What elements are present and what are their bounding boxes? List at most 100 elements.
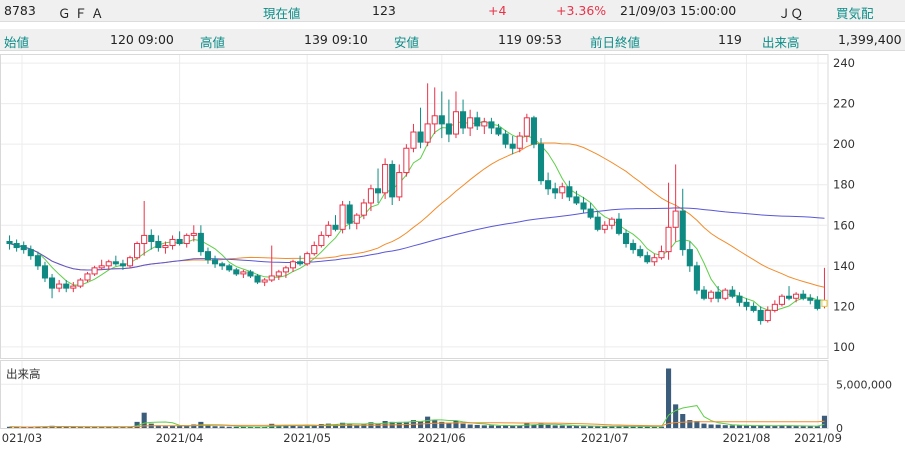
- candle: [162, 241, 169, 254]
- x-tick-label: 2021/05: [283, 431, 331, 445]
- volume-bar: [503, 425, 509, 428]
- candle: [700, 286, 708, 301]
- volume-bar: [623, 426, 629, 428]
- candle: [6, 235, 13, 250]
- volume-bar: [169, 425, 176, 428]
- candle-body: [360, 202, 367, 216]
- volume-bar: [417, 421, 424, 428]
- candle: [105, 259, 112, 270]
- volume-bar: [63, 427, 69, 428]
- candle-body: [431, 115, 438, 125]
- candle-body: [729, 289, 736, 297]
- volume-bar: [184, 425, 190, 428]
- candle-body: [382, 163, 389, 194]
- volume-bar: [821, 415, 828, 428]
- volume-bar: [786, 425, 792, 428]
- candle: [332, 215, 339, 232]
- candle: [41, 261, 49, 283]
- candle: [509, 136, 516, 155]
- candle: [112, 255, 119, 266]
- candle: [396, 164, 403, 201]
- candle-body: [672, 210, 679, 228]
- candle-body: [566, 186, 573, 198]
- candle-body: [651, 257, 658, 263]
- candle-body: [34, 255, 41, 267]
- candle-body: [530, 117, 537, 145]
- candle-body: [757, 309, 764, 322]
- volume-bar: [396, 422, 402, 428]
- candle: [56, 280, 63, 293]
- candle: [495, 123, 502, 137]
- high-value: 139 09:10: [304, 32, 368, 47]
- candle-body: [608, 218, 615, 226]
- chart-axes: 100 120 140 160 180 200 220 240 021/03 2021/04 202…: [2, 56, 892, 445]
- candle-body: [190, 232, 197, 236]
- board-label[interactable]: 買気配: [836, 6, 874, 21]
- candle-body: [282, 267, 289, 273]
- candle: [785, 286, 793, 301]
- candle-body: [297, 261, 304, 265]
- volume-bar: [233, 426, 239, 428]
- ma-short-line: [9, 120, 825, 311]
- candle: [431, 87, 438, 135]
- candle: [587, 202, 594, 220]
- candle-body: [204, 251, 212, 261]
- candle: [679, 188, 686, 256]
- candle: [778, 294, 785, 307]
- volume-bar: [687, 420, 693, 428]
- volume-bar: [481, 425, 487, 428]
- candle: [537, 138, 545, 185]
- volume-bar: [240, 426, 246, 428]
- volume-tick-label: 0: [836, 422, 843, 435]
- candle: [20, 241, 27, 254]
- volume-panel-label: 出来高: [6, 367, 41, 381]
- volume-bar: [630, 426, 636, 428]
- volume-bar: [453, 421, 459, 428]
- volume-ma-mid-line: [9, 420, 825, 428]
- candle: [27, 245, 34, 260]
- volume-bar: [566, 425, 572, 428]
- candle-body: [148, 234, 155, 242]
- candle-body: [700, 289, 708, 299]
- candle: [183, 233, 190, 248]
- candle-body: [403, 147, 410, 174]
- volume-bar: [793, 426, 799, 428]
- candle-body: [552, 188, 559, 194]
- high-label: 高値: [200, 35, 226, 50]
- volume-bar: [446, 422, 452, 428]
- candle-body: [785, 295, 793, 299]
- volume-bar: [219, 426, 225, 428]
- candle-body: [665, 226, 672, 253]
- volume-bar: [751, 425, 757, 428]
- candle: [417, 107, 424, 149]
- candle-body: [318, 234, 325, 247]
- candle-body: [693, 265, 700, 291]
- chart-grid: [0, 54, 829, 429]
- candle: [261, 277, 268, 287]
- candle: [474, 111, 481, 130]
- candle-body: [722, 289, 729, 299]
- candle: [268, 245, 275, 283]
- candle-body: [523, 117, 530, 137]
- volume-bar: [290, 425, 296, 428]
- candle: [445, 99, 452, 143]
- volume-bar: [694, 421, 700, 428]
- candle-body: [49, 277, 56, 289]
- candle: [226, 263, 233, 272]
- candle-body: [509, 143, 516, 149]
- candle-body: [226, 265, 233, 271]
- candle-body: [800, 293, 807, 299]
- candle: [764, 306, 771, 323]
- stock-name: Ｇ Ｆ Ａ: [58, 6, 104, 21]
- candle: [275, 269, 282, 281]
- volume-bar: [488, 425, 494, 428]
- candle-body: [141, 234, 148, 245]
- volume-bars: [6, 368, 828, 428]
- candle: [601, 221, 608, 234]
- candle-body: [162, 245, 169, 249]
- volume-bar: [226, 426, 232, 428]
- volume-bar: [559, 425, 565, 428]
- candle: [693, 261, 700, 295]
- candle: [750, 302, 757, 313]
- candle: [807, 294, 814, 305]
